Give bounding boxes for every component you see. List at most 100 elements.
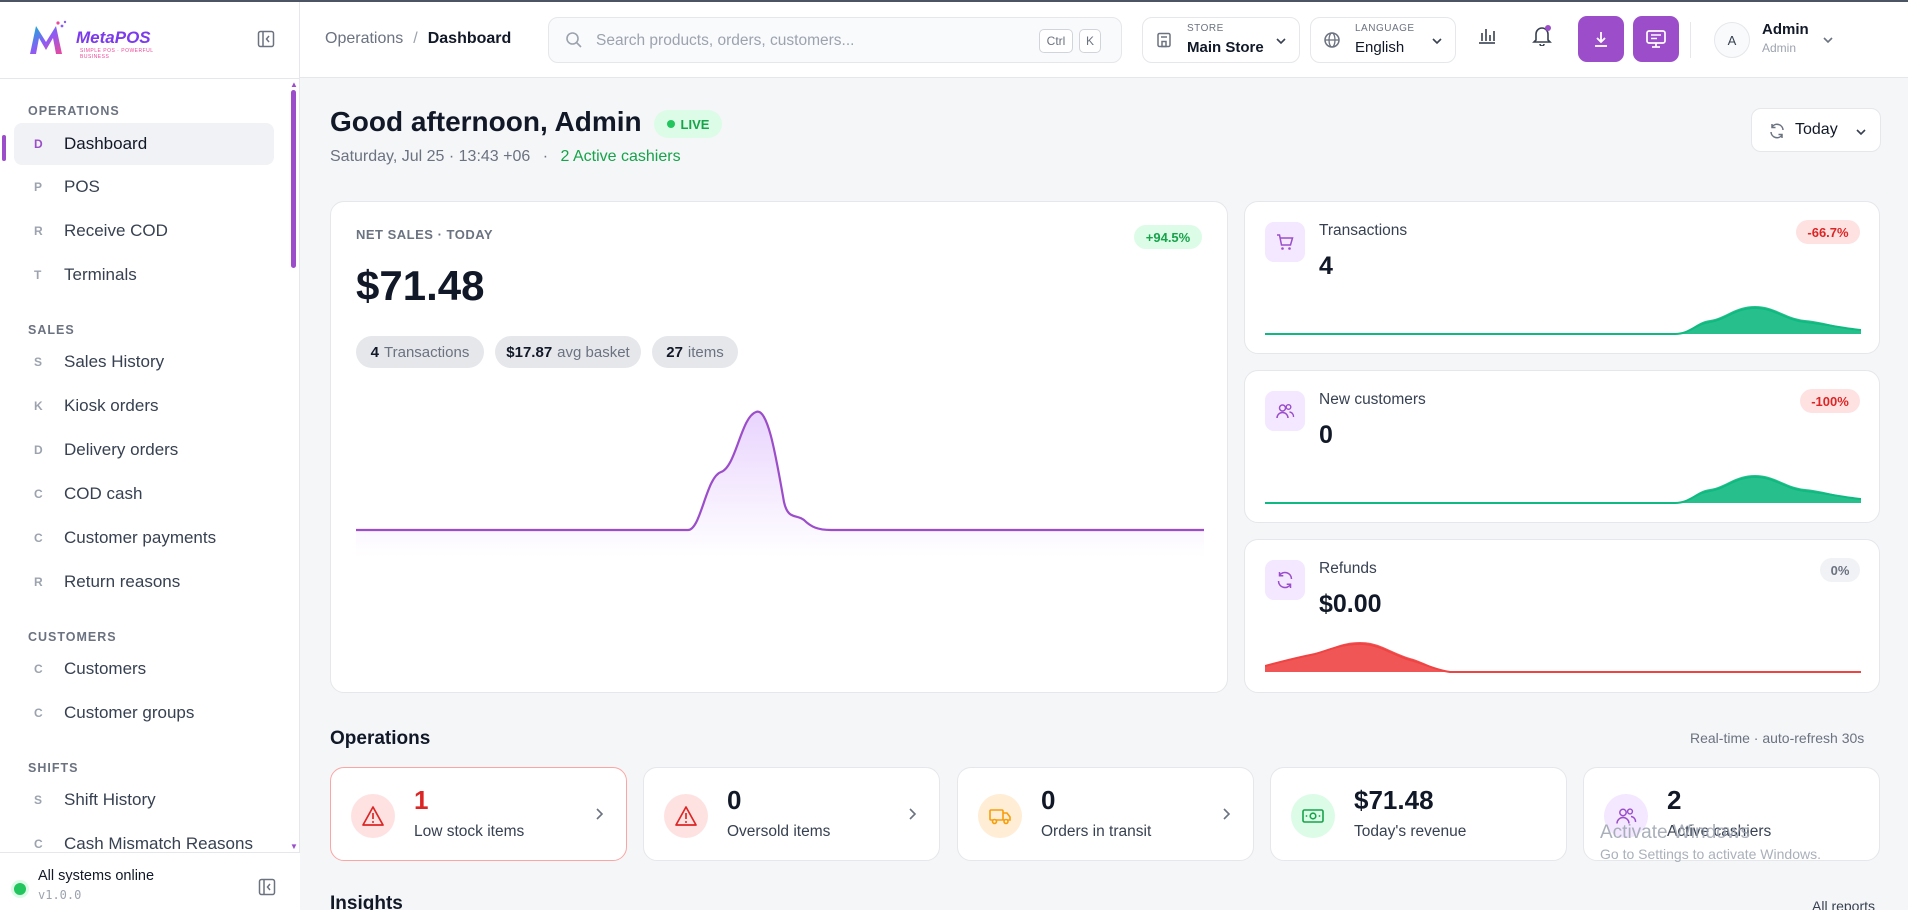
status-dot-icon <box>14 883 26 895</box>
store-selector[interactable]: STORE Main Store <box>1142 17 1300 63</box>
sidebar-item-label: Receive COD <box>64 221 168 240</box>
sidebar-item-cash-mismatch-reasons[interactable]: C Cash Mismatch Reasons <box>14 823 274 852</box>
sidebar-item-sales-history[interactable]: S Sales History <box>14 341 274 383</box>
sidebar-item-kiosk-orders[interactable]: K Kiosk orders <box>14 385 274 427</box>
sidebar-item-dashboard[interactable]: D Dashboard <box>14 123 274 165</box>
sidebar-item-delivery-orders[interactable]: D Delivery orders <box>14 429 274 471</box>
date-range-button[interactable]: Today <box>1751 108 1881 152</box>
sidebar-item-letter: D <box>34 443 43 457</box>
language-selector[interactable]: LANGUAGE English <box>1310 17 1456 63</box>
truck-icon <box>978 794 1022 838</box>
chip-strong: 27 <box>666 343 683 361</box>
low-stock-card[interactable]: 1 Low stock items <box>330 767 627 861</box>
app-logo[interactable]: MetaPOS SIMPLE POS · POWERFUL BUSINESS <box>28 20 163 62</box>
insights-title: Insights <box>330 893 403 910</box>
pos-terminal-button[interactable] <box>1633 16 1679 62</box>
sidebar-item-label: Sales History <box>64 352 165 371</box>
operations-title: Operations <box>330 728 431 749</box>
bell-icon[interactable] <box>1531 24 1553 46</box>
section-operations: OPERATIONS <box>28 104 120 118</box>
bar-chart-icon[interactable] <box>1476 24 1498 46</box>
sidebar-item-label: POS <box>64 177 100 196</box>
user-name: Admin <box>1762 21 1809 38</box>
sidebar-item-customers[interactable]: C Customers <box>14 648 274 690</box>
transactions-change-badge: -66.7% <box>1796 220 1860 244</box>
sidebar-item-receive-cod[interactable]: R Receive COD <box>14 210 274 252</box>
sidebar-item-customer-groups[interactable]: C Customer groups <box>14 692 274 734</box>
subtitle: Saturday, Jul 25 · 13:43 +06 · 2 Active … <box>330 148 681 166</box>
collapse-sidebar-footer-icon[interactable] <box>258 878 276 896</box>
sidebar-item-pos[interactable]: P POS <box>14 166 274 208</box>
sidebar-item-letter: R <box>34 575 43 589</box>
store-caption: STORE <box>1187 23 1224 34</box>
chip-text: Transactions <box>384 343 470 361</box>
sidebar-divider <box>0 78 300 79</box>
language-caption: LANGUAGE <box>1355 23 1415 34</box>
sidebar-item-letter: P <box>34 180 43 194</box>
net-sales-caption: NET SALES · TODAY <box>356 227 494 242</box>
transactions-label: Transactions <box>1319 222 1408 239</box>
app-version: v1.0.0 <box>38 888 82 902</box>
all-reports-link[interactable]: All reports <box>1812 898 1876 910</box>
chip-text: items <box>687 343 724 361</box>
sidebar-item-cod-cash[interactable]: C COD cash <box>14 473 274 515</box>
chip-strong: $17.87 <box>506 343 553 361</box>
sidebar-item-shift-history[interactable]: S Shift History <box>14 779 274 821</box>
scroll-down-arrow-icon[interactable]: ▼ <box>290 842 298 851</box>
search-input[interactable]: Search products, orders, customers... Ct… <box>548 17 1122 63</box>
sidebar-scrollbar[interactable] <box>291 90 296 268</box>
users-icon <box>1604 794 1648 838</box>
shortcut-key-ctrl: Ctrl <box>1039 29 1073 53</box>
sidebar-item-letter: T <box>34 268 42 282</box>
date-line: Saturday, Jul 25 · 13:43 +06 <box>330 148 531 165</box>
sidebar-item-label: Return reasons <box>64 572 181 591</box>
orders-in-transit-label: Orders in transit <box>1041 823 1152 840</box>
refunds-sparkline <box>1265 642 1861 673</box>
top-edge-line <box>0 0 1908 2</box>
scroll-up-arrow-icon[interactable]: ▲ <box>290 80 298 89</box>
active-cashiers-card[interactable]: 2 Active cashiers <box>1583 767 1880 861</box>
transactions-value: 4 <box>1319 252 1333 280</box>
oversold-card[interactable]: 0 Oversold items <box>643 767 940 861</box>
download-button[interactable] <box>1578 16 1624 62</box>
low-stock-value: 1 <box>414 785 429 815</box>
live-badge: LIVE <box>654 110 722 138</box>
transactions-sparkline <box>1265 306 1861 335</box>
live-dot-icon <box>666 120 675 128</box>
logo-tagline: SIMPLE POS · POWERFUL BUSINESS <box>80 48 154 60</box>
sidebar-item-customer-payments[interactable]: C Customer payments <box>14 517 274 559</box>
chevron-down-icon <box>1431 35 1443 47</box>
collapse-sidebar-icon[interactable] <box>257 30 277 50</box>
breadcrumb-separator: / <box>413 30 418 47</box>
active-cashiers-label: Active cashiers <box>1667 823 1772 840</box>
net-sales-change-badge: +94.5% <box>1134 225 1202 249</box>
chip-strong: 4 <box>370 343 380 361</box>
sidebar-item-label: Shift History <box>64 790 156 809</box>
chevron-down-icon[interactable] <box>1822 34 1834 46</box>
section-customers: CUSTOMERS <box>28 630 117 644</box>
users-icon <box>1265 391 1305 431</box>
refunds-value: $0.00 <box>1319 590 1382 618</box>
chevron-right-icon <box>593 807 605 821</box>
new-customers-sparkline <box>1265 475 1861 504</box>
breadcrumb: Operations / Dashboard <box>325 30 511 48</box>
breadcrumb-parent[interactable]: Operations <box>325 30 404 47</box>
operations-refresh-note: Real-time · auto-refresh 30s <box>1690 730 1865 746</box>
sidebar-item-label: Terminals <box>64 265 137 284</box>
net-sales-value: $71.48 <box>356 262 485 309</box>
sidebar-item-letter: C <box>34 487 43 501</box>
active-cashiers-link[interactable]: 2 Active cashiers <box>560 148 681 165</box>
date-range-label: Today <box>1795 121 1838 138</box>
orders-in-transit-card[interactable]: 0 Orders in transit <box>957 767 1254 861</box>
live-label: LIVE <box>680 116 710 132</box>
sidebar-item-return-reasons[interactable]: R Return reasons <box>14 561 274 603</box>
avatar[interactable]: A <box>1714 22 1750 58</box>
search-placeholder: Search products, orders, customers... <box>596 32 855 49</box>
sidebar-item-terminals[interactable]: T Terminals <box>14 254 274 296</box>
shortcut-key-k: K <box>1079 29 1101 53</box>
refresh-icon <box>1768 122 1786 140</box>
search-icon <box>565 31 583 49</box>
sidebar-nav: OPERATIONS D Dashboard P POS R Receive COD … <box>0 80 300 852</box>
sidebar-item-letter: C <box>34 662 43 676</box>
todays-revenue-card[interactable]: $71.48 Today's revenue <box>1270 767 1567 861</box>
